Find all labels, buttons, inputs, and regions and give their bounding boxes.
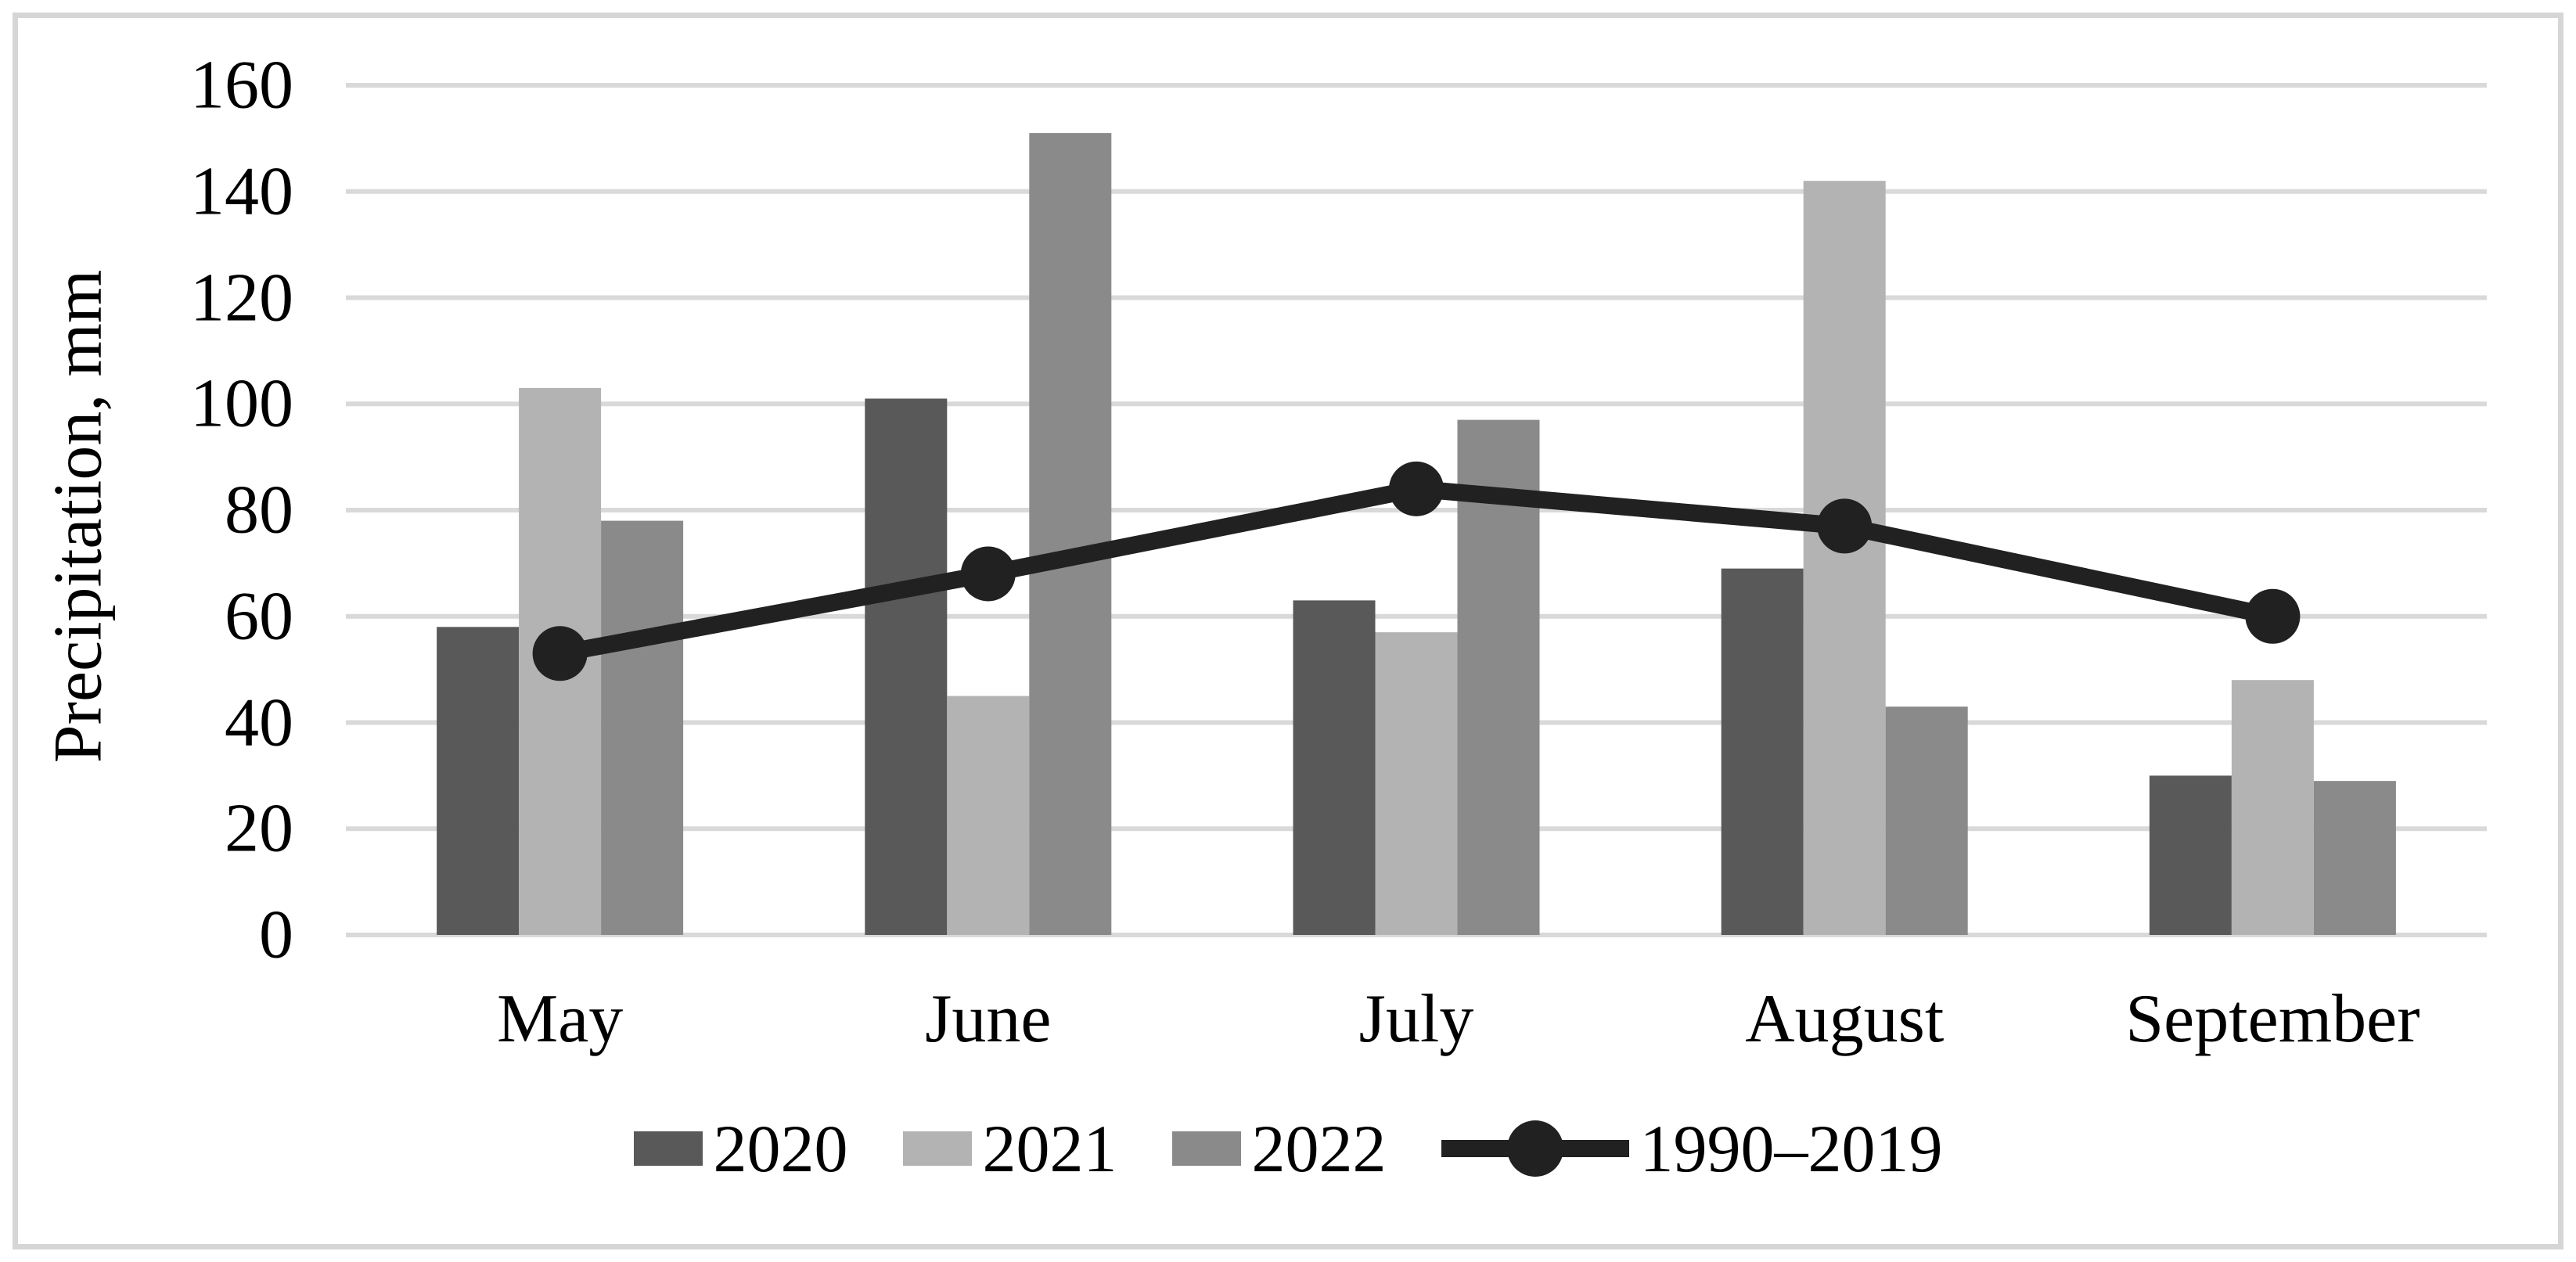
y-tick-label-120: 120 (190, 260, 293, 336)
x-tick-label-august: August (1745, 981, 1945, 1057)
bar-2022-September (2313, 781, 2396, 935)
legend-item-2020: 2020 (633, 1109, 848, 1188)
bar-2020-June (865, 398, 948, 935)
bar-2020-September (2149, 775, 2232, 935)
legend-label-norm: 1990–2019 (1639, 1111, 1943, 1186)
marker-September (2245, 588, 2301, 644)
bar-2020-May (437, 627, 520, 935)
x-tick-label-may: May (496, 981, 624, 1057)
legend-item-2021: 2021 (902, 1109, 1117, 1188)
y-tick-label-80: 80 (225, 472, 293, 548)
bar-2021-August (1803, 181, 1886, 936)
bar-2022-August (1885, 707, 1968, 935)
marker-August (1817, 498, 1873, 554)
chart-legend: 2020 2021 2022 1990–2019 (0, 1109, 2576, 1188)
y-tick-label-160: 160 (190, 47, 293, 124)
legend-label-2020: 2020 (713, 1111, 848, 1186)
bar-2021-September (2231, 680, 2314, 935)
x-tick-label-july: July (1358, 981, 1474, 1057)
x-tick-label-september: September (2125, 981, 2420, 1057)
y-tick-label-60: 60 (225, 578, 293, 655)
y-tick-label-0: 0 (259, 897, 293, 973)
legend-label-2022: 2022 (1251, 1111, 1387, 1186)
marker-July (1389, 461, 1444, 516)
bar-2021-July (1375, 632, 1458, 935)
legend-item-norm: 1990–2019 (1441, 1109, 1943, 1188)
legend-label-2021: 2021 (982, 1111, 1117, 1186)
marker-June (960, 546, 1016, 602)
bar-2020-July (1293, 600, 1376, 935)
marker-May (532, 626, 588, 681)
y-tick-label-100: 100 (190, 365, 293, 442)
y-tick-label-40: 40 (225, 685, 293, 760)
bar-2022-May (601, 520, 684, 935)
bar-2020-August (1721, 568, 1804, 935)
y-tick-label-140: 140 (190, 153, 293, 230)
bar-2022-June (1029, 133, 1112, 935)
legend-swatch-2021 (902, 1131, 972, 1166)
bar-2021-June (947, 696, 1030, 935)
x-tick-label-june: June (925, 981, 1052, 1057)
legend-swatch-2022 (1171, 1131, 1241, 1166)
y-tick-label-20: 20 (225, 790, 293, 867)
legend-line-marker-icon (1441, 1120, 1629, 1178)
legend-swatch-2020 (633, 1131, 703, 1166)
legend-item-2022: 2022 (1171, 1109, 1387, 1188)
